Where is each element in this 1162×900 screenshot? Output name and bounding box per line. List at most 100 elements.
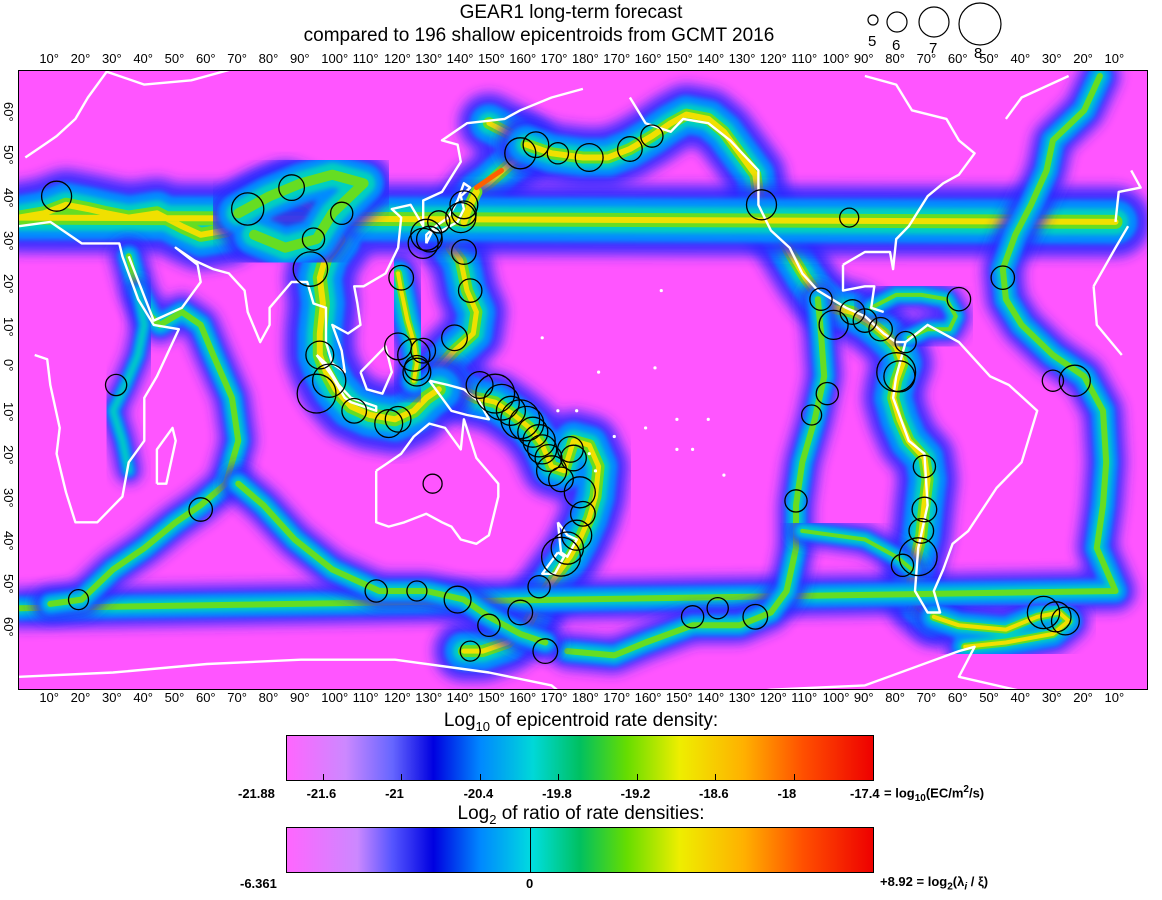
top-longitude-tick: 90° bbox=[289, 51, 310, 66]
australian-antarctic-band bbox=[220, 465, 564, 661]
epicentroid-circle bbox=[364, 579, 388, 603]
epicentroid-circle bbox=[403, 354, 430, 381]
top-longitude-tick: 10° bbox=[1104, 51, 1125, 66]
bottom-longitude-tick: 160° bbox=[509, 690, 537, 705]
coastline bbox=[841, 264, 885, 314]
island-dot bbox=[706, 417, 710, 421]
top-longitude-tick: 10° bbox=[39, 51, 59, 66]
coastline bbox=[1092, 286, 1123, 356]
top-longitude-tick: 150° bbox=[665, 51, 693, 66]
bottom-longitude-tick: 50° bbox=[164, 690, 185, 705]
coastline bbox=[425, 182, 472, 244]
east-africa-band bbox=[100, 277, 158, 484]
epicentroid-circle bbox=[104, 373, 128, 397]
colorbar1-tick-label: -18 bbox=[777, 786, 797, 801]
epicentroid-circle bbox=[1050, 606, 1080, 636]
epicentroid-circle bbox=[292, 251, 329, 287]
island-dot bbox=[612, 434, 616, 439]
epicentroid-circle bbox=[341, 397, 368, 424]
coastlines-layer bbox=[19, 71, 1142, 689]
epicentroid-circle bbox=[912, 454, 937, 479]
epicentroid-circle bbox=[278, 174, 306, 202]
top-longitude-tick: 180° bbox=[571, 51, 599, 66]
coastline bbox=[556, 521, 578, 558]
colorbar1-min-label: -21.88 bbox=[238, 786, 275, 801]
colorbar2-zero-line bbox=[530, 828, 531, 872]
coastline bbox=[891, 323, 1039, 614]
island-dot bbox=[644, 426, 648, 430]
colorbar-log10-rate bbox=[286, 735, 874, 781]
epicentroid-circle bbox=[410, 337, 437, 364]
top-longitude-tick: 80° bbox=[258, 51, 279, 66]
epicentroid-circle bbox=[522, 131, 550, 159]
epicentroid-circle bbox=[883, 360, 916, 393]
philippine-band bbox=[378, 253, 437, 401]
epicentroid-circle bbox=[990, 265, 1016, 291]
epicentroid-circle bbox=[415, 225, 443, 253]
coastline bbox=[842, 74, 976, 271]
legend-label-m6: 6 bbox=[892, 37, 901, 54]
colorbar1-tick-label: -18.6 bbox=[699, 786, 729, 801]
bottom-longitude-tick: 100° bbox=[822, 690, 850, 705]
epicentroid-circle bbox=[527, 574, 551, 599]
bottom-longitude-tick: 100° bbox=[321, 690, 349, 705]
epicentroid-circle bbox=[449, 190, 479, 220]
island-dot bbox=[675, 417, 679, 421]
top-longitude-tick: 40° bbox=[133, 51, 153, 66]
bottom-longitude-tick: 20° bbox=[70, 690, 91, 705]
left-latitude-tick: 40° bbox=[1, 187, 16, 208]
epicentroid-circle bbox=[40, 180, 73, 212]
bottom-longitude-tick: 110° bbox=[791, 690, 818, 705]
epicentroid-circle bbox=[305, 340, 335, 370]
bottom-longitude-tick: 120° bbox=[759, 690, 787, 705]
bottom-longitude-tick: 120° bbox=[383, 690, 411, 705]
colorbar1-max-label: -17.4 bbox=[850, 786, 880, 801]
magnitude-legend bbox=[867, 2, 1002, 46]
top-longitude-tick: 160° bbox=[634, 51, 662, 66]
top-longitude-tick: 140° bbox=[697, 51, 725, 66]
coastline bbox=[1004, 74, 1070, 120]
colorbar1-unit-label: = log10(EC/m2/s) bbox=[884, 784, 985, 804]
epicentroid-circle bbox=[188, 497, 214, 522]
top-longitude-tick: 50° bbox=[979, 51, 999, 66]
bottom-longitude-tick: 90° bbox=[289, 690, 310, 705]
coastline bbox=[375, 418, 500, 545]
top-longitude-tick: 50° bbox=[164, 51, 185, 66]
top-longitude-tick: 90° bbox=[853, 51, 874, 66]
top-longitude-tick: 120° bbox=[383, 51, 411, 66]
epicentroid-circle bbox=[507, 599, 534, 626]
epicentroid-circle bbox=[706, 596, 729, 620]
epicentroid-circle bbox=[745, 189, 778, 221]
epicentroid-circle bbox=[388, 264, 415, 291]
colorbar1-tick-mark bbox=[558, 774, 560, 780]
colorbar1-title: Log10 of epicentroid rate density: bbox=[443, 710, 719, 734]
top-longitude-tick: 170° bbox=[540, 51, 568, 66]
colorbar1-tick-mark bbox=[479, 774, 481, 780]
colorbar1-tick-label: -19.8 bbox=[542, 786, 572, 801]
top-longitude-tick: 60° bbox=[947, 51, 968, 66]
bottom-longitude-tick: 30° bbox=[1041, 690, 1062, 705]
epicentroid-circle bbox=[459, 640, 481, 662]
top-longitude-tick: 40° bbox=[1010, 51, 1031, 66]
epicentroid-circle bbox=[784, 489, 808, 513]
legend-circle-m8 bbox=[958, 2, 1002, 46]
epicentroid-circle bbox=[548, 466, 574, 493]
legend-circle-m5 bbox=[867, 14, 879, 26]
epicentroid-circle bbox=[535, 455, 568, 487]
left-latitude-tick: 30° bbox=[1, 230, 16, 251]
top-longitude-tick: 130° bbox=[415, 51, 443, 66]
coastline bbox=[359, 345, 393, 395]
epicentroid-circle bbox=[230, 192, 265, 226]
legend-label-m5: 5 bbox=[868, 33, 877, 50]
island-dot bbox=[659, 288, 663, 293]
epicentroid-circle bbox=[1041, 369, 1065, 392]
island-dot bbox=[690, 447, 695, 451]
epicentroid-circle bbox=[441, 324, 468, 352]
bottom-longitude-tick: 10° bbox=[39, 690, 59, 705]
bottom-longitude-tick: 110° bbox=[352, 690, 379, 705]
coastline bbox=[1114, 169, 1142, 223]
island-dot bbox=[593, 469, 598, 473]
legend-label-m8: 8 bbox=[974, 45, 983, 62]
bottom-longitude-tick: 130° bbox=[728, 690, 756, 705]
epicentroid-circle bbox=[890, 553, 915, 578]
